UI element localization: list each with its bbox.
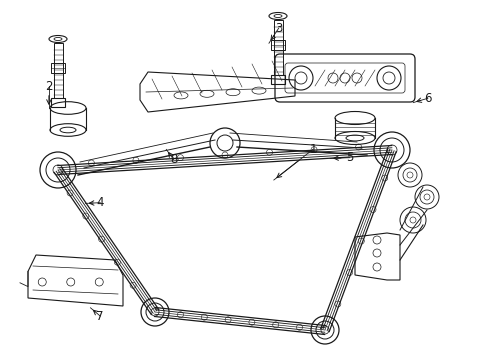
Text: 6: 6 [423, 92, 431, 105]
Bar [273, 20, 282, 75]
Text: 4: 4 [96, 196, 104, 209]
Text: 1: 1 [308, 143, 316, 156]
Text: 8: 8 [169, 153, 177, 166]
Text: 2: 2 [45, 80, 53, 93]
Text: 3: 3 [274, 22, 282, 35]
Bar [270, 75, 285, 84]
Bar [51, 63, 65, 73]
Bar [270, 40, 285, 50]
Text: 7: 7 [96, 310, 104, 323]
Text: 5: 5 [345, 151, 353, 164]
Bar [53, 43, 62, 98]
Bar [51, 98, 65, 107]
